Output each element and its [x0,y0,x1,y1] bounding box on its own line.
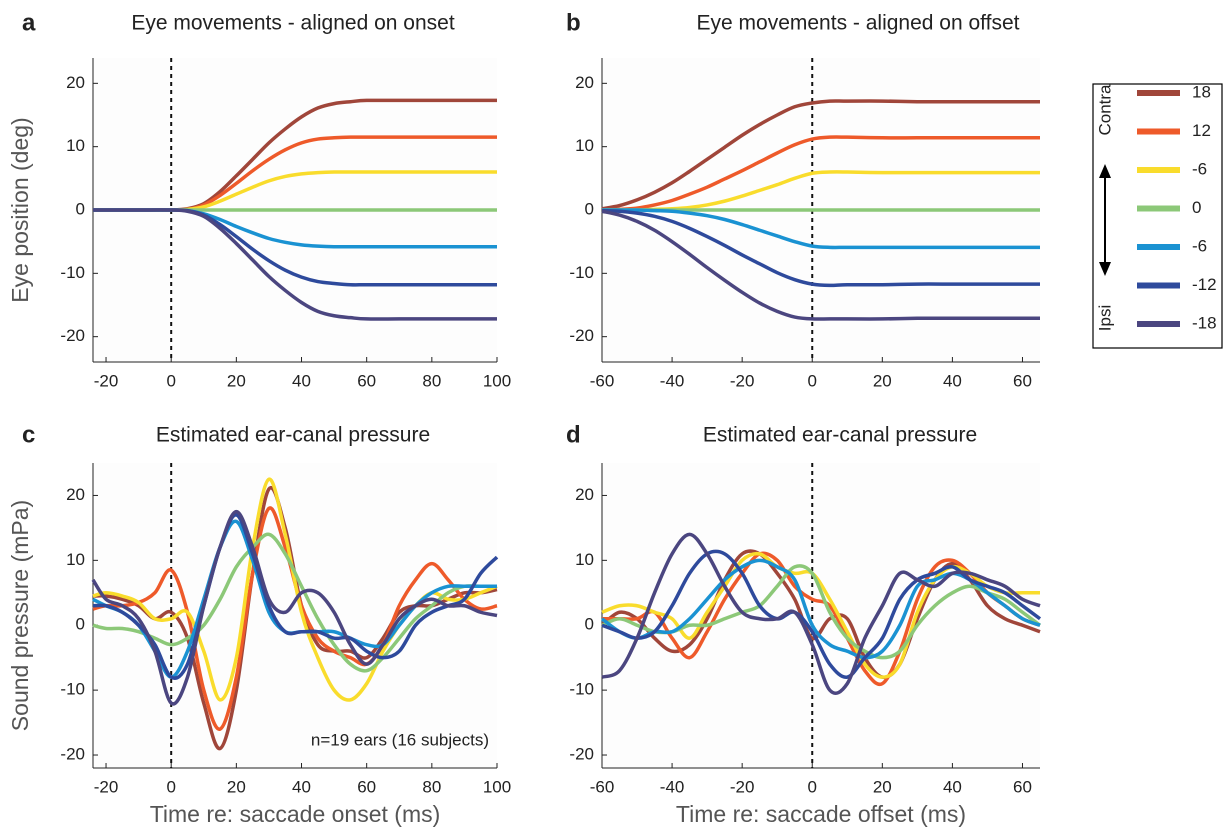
x-tick-label: -20 [94,777,119,796]
panel-title: Eye movements - aligned on offset [697,12,1020,35]
legend-contra: Contra [1095,84,1114,136]
x-tick-label: 60 [1013,371,1032,390]
x-tick-label: 60 [1013,777,1032,796]
x-tick-label: -40 [660,777,685,796]
x-tick-label: 20 [873,777,892,796]
data-line [601,532,1041,695]
x-tick-label: 100 [483,777,511,796]
y-tick-label: 10 [575,550,594,569]
legend-box [1092,83,1223,349]
y-tick-label: 0 [76,615,85,634]
data-line [601,549,1042,679]
y-tick-label: 10 [575,136,594,155]
legend-label: 0 [1192,198,1201,217]
panel-title: Eye movements - aligned on onset [131,12,455,35]
x-tick-label: -20 [730,777,755,796]
panel-title: Estimated ear-canal pressure [156,424,430,447]
data-line [601,208,1040,288]
data-line [601,209,1040,321]
x-tick-label: -20 [730,371,755,390]
y-tick-label: 0 [585,199,594,218]
panel-letter: d [566,421,581,448]
x-tick-label: -20 [94,371,119,390]
legend-label: -12 [1192,275,1217,294]
legend-label: 12 [1192,121,1211,140]
legend-label: -6 [1192,236,1207,255]
data-line [92,513,499,680]
panel-title: Estimated ear-canal pressure [703,424,977,447]
x-tick-label: 0 [166,777,175,796]
y-tick-label: -10 [569,680,594,699]
legend-ipsi: Ipsi [1095,305,1114,331]
y-tick-label: -20 [569,326,594,345]
y-tick-label: 20 [575,73,594,92]
x-tick-label: 60 [357,777,376,796]
y-tick-label: 20 [66,485,85,504]
x-tick-label: 20 [227,371,246,390]
x-axis-label: Time re: saccade onset (ms) [150,801,441,827]
x-tick-label: 60 [357,371,376,390]
panel-letter: c [22,421,35,448]
x-tick-label: 0 [166,371,175,390]
y-tick-label: 10 [66,550,85,569]
y-tick-label: -20 [60,745,85,764]
x-tick-label: -60 [590,777,615,796]
data-line [601,99,1040,211]
x-tick-label: 40 [943,371,962,390]
data-line [92,208,497,321]
plot-area [602,463,1040,768]
x-tick-label: 40 [292,371,311,390]
y-axis-label: Sound pressure (mPa) [7,500,33,731]
x-tick-label: -60 [590,371,615,390]
y-tick-label: 20 [66,73,85,92]
panel-letter: b [566,9,581,36]
y-tick-label: -20 [60,326,85,345]
data-line [92,532,497,673]
legend-label: 18 [1192,82,1211,101]
x-tick-label: -40 [660,371,685,390]
y-tick-label: -10 [60,263,85,282]
x-tick-label: 20 [227,777,246,796]
x-tick-label: 0 [808,777,817,796]
x-tick-label: 40 [943,777,962,796]
data-line [601,208,1040,250]
y-tick-label: -10 [60,680,85,699]
legend-label: -18 [1192,313,1217,332]
x-tick-label: 80 [422,777,441,796]
y-tick-label: 10 [66,136,85,155]
y-tick-label: 20 [575,485,594,504]
data-line [601,135,1040,212]
annotation: n=19 ears (16 subjects) [311,730,489,749]
x-tick-label: 20 [873,371,892,390]
data-line [91,509,498,706]
y-tick-label: 0 [76,199,85,218]
y-tick-label: -20 [569,745,594,764]
y-tick-label: -10 [569,263,594,282]
y-tick-label: 0 [585,615,594,634]
panel-letter: a [22,9,36,36]
x-tick-label: 100 [483,371,511,390]
x-axis-label: Time re: saccade offset (ms) [676,801,966,827]
x-tick-label: 0 [808,371,817,390]
x-tick-label: 80 [422,371,441,390]
y-axis-label: Eye position (deg) [7,117,33,302]
legend-label: -6 [1192,159,1207,178]
plot-area [93,463,497,768]
x-tick-label: 40 [292,777,311,796]
